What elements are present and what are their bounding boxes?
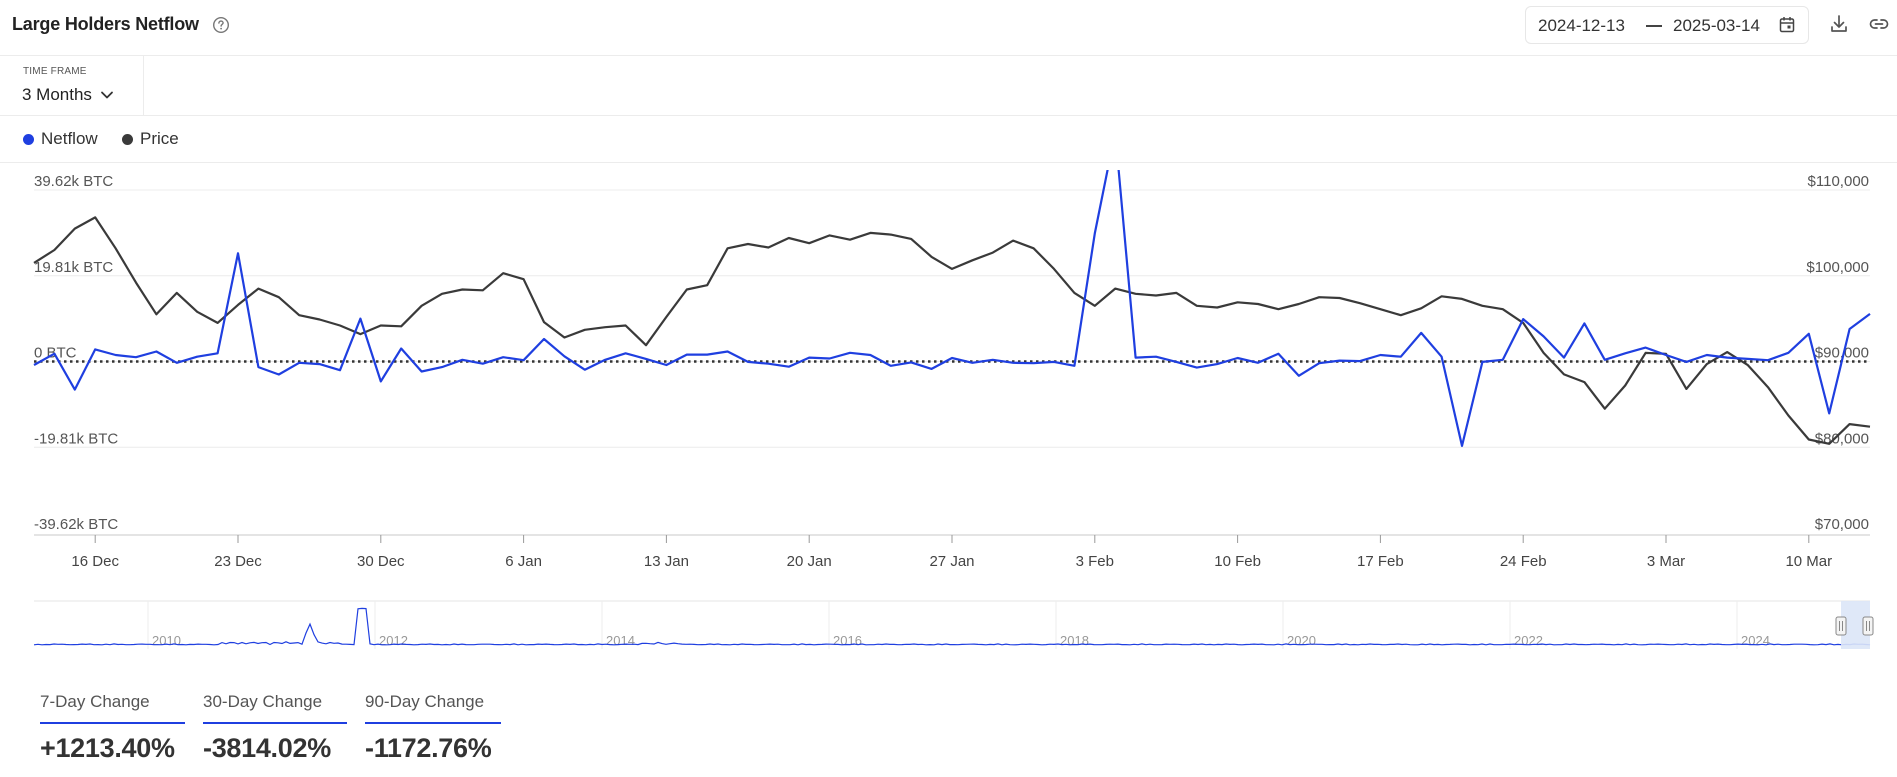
navigator-handle	[1862, 616, 1874, 636]
stat-90-day-value: -1172.76%	[365, 733, 492, 763]
legend-label-price: Price	[140, 129, 179, 148]
x-tick-label: 17 Feb	[1357, 553, 1404, 570]
y-right-tick-label: $100,000	[1806, 259, 1869, 276]
x-tick-label: 23 Dec	[214, 553, 262, 570]
netflow-price-chart: 39.62k BTC 19.81k BTC 0 BTC -19.81k BTC -39.…	[33, 170, 1874, 649]
stats-panel: 7-Day Change +1213.40% 30-Day Change -38…	[0, 688, 1897, 777]
price-line	[33, 216, 1871, 445]
x-tick-label: 10 Feb	[1214, 553, 1261, 570]
stat-90-day-underline	[365, 722, 501, 724]
legend-label-netflow: Netflow	[41, 129, 98, 148]
navigator-year-label: 2024	[1741, 633, 1770, 648]
timeframe-label: TIME FRAME	[23, 66, 87, 77]
x-tick-label: 16 Dec	[71, 553, 119, 570]
price-series	[33, 216, 1871, 445]
date-range-separator	[1646, 25, 1662, 27]
x-tick-label: 13 Jan	[644, 553, 689, 570]
x-tick-label: 20 Jan	[787, 553, 832, 570]
x-tick-label: 6 Jan	[505, 553, 542, 570]
chart-legend: Netflow Price	[0, 116, 1897, 163]
x-tick-label: 27 Jan	[929, 553, 974, 570]
chevron-down-icon[interactable]	[100, 90, 114, 100]
timeframe-row: TIME FRAME 3 Months	[0, 56, 1897, 116]
y-right-tick-label: $90,000	[1815, 345, 1869, 362]
page-title: Large Holders Netflow	[12, 14, 199, 34]
legend-dot-price	[122, 134, 133, 145]
x-axis: 16 Dec 23 Dec 30 Dec 6 Jan 13 Jan 20 Jan 27 Ja…	[34, 534, 1870, 570]
chart-grid	[34, 189, 1870, 448]
navigator-year-label: 2010	[152, 633, 181, 648]
y-left-tick-label: -39.62k BTC	[34, 516, 118, 533]
timeframe-select[interactable]: TIME FRAME 3 Months	[0, 56, 144, 116]
x-tick-label: 30 Dec	[357, 553, 405, 570]
y-left-tick-label: -19.81k BTC	[34, 430, 118, 447]
x-tick-label: 3 Feb	[1076, 553, 1114, 570]
calendar-icon[interactable]	[1779, 16, 1795, 34]
stat-7-day-label: 7-Day Change	[40, 692, 150, 711]
x-tick-label: 24 Feb	[1500, 553, 1547, 570]
stat-30-day-label: 30-Day Change	[203, 692, 323, 711]
netflow-line	[33, 170, 1871, 447]
link-icon[interactable]	[1868, 14, 1890, 34]
range-navigator[interactable]: 2010 2012 2014 2016 2018 2020 2022 2024	[33, 600, 1874, 649]
legend-dot-netflow	[23, 134, 34, 145]
navigator-year-label: 2018	[1060, 633, 1089, 648]
date-start-input[interactable]: 2024-12-13	[1538, 16, 1625, 35]
stat-90-day-label: 90-Day Change	[365, 692, 485, 711]
navigator-year-label: 2014	[606, 633, 635, 648]
navigator-series	[33, 607, 1871, 646]
x-tick-label: 10 Mar	[1785, 553, 1832, 570]
help-icon[interactable]	[212, 16, 230, 34]
stat-30-day-underline	[203, 722, 347, 724]
navigator-year-label: 2012	[379, 633, 408, 648]
date-end-input[interactable]: 2025-03-14	[1673, 16, 1760, 35]
netflow-series	[33, 170, 1871, 447]
navigator-year-label: 2022	[1514, 633, 1543, 648]
stat-7-day-value: +1213.40%	[40, 733, 175, 763]
timeframe-value[interactable]: 3 Months	[22, 85, 92, 104]
x-tick-label: 3 Mar	[1647, 553, 1685, 570]
navigator-handle	[1835, 616, 1847, 636]
y-left-tick-label: 0 BTC	[34, 345, 77, 362]
download-icon[interactable]	[1829, 14, 1849, 34]
date-range-picker[interactable]: 2024-12-13 2025-03-14	[1525, 6, 1809, 44]
y-axis-labels: 39.62k BTC 19.81k BTC 0 BTC -19.81k BTC -39.…	[34, 173, 1869, 533]
y-left-tick-label: 19.81k BTC	[34, 259, 113, 276]
y-right-tick-label: $70,000	[1815, 516, 1869, 533]
navigator-year-label: 2016	[833, 633, 862, 648]
stat-7-day-underline	[40, 722, 185, 724]
header-bar: Large Holders Netflow 2024-12-13 2025-03…	[0, 0, 1897, 56]
y-right-tick-label: $110,000	[1808, 173, 1869, 190]
y-left-tick-label: 39.62k BTC	[34, 173, 113, 190]
stat-30-day-value: -3814.02%	[203, 733, 331, 763]
navigator-year-label: 2020	[1287, 633, 1316, 648]
